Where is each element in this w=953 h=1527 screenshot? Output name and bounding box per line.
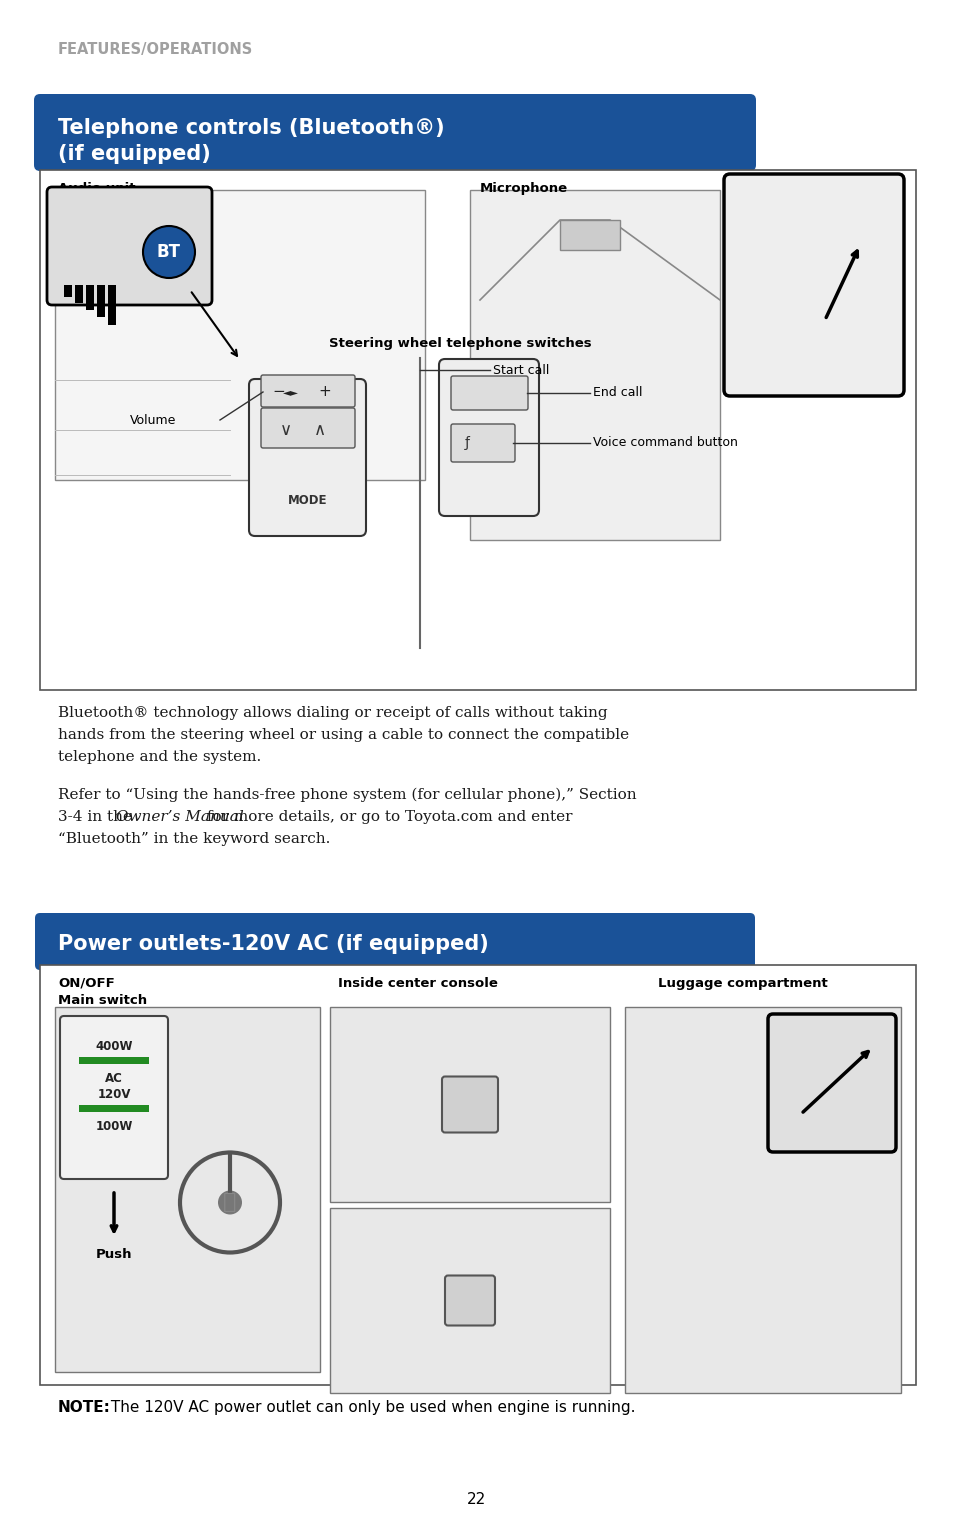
Text: Bluetooth® technology allows dialing or receipt of calls without taking: Bluetooth® technology allows dialing or … xyxy=(58,705,607,721)
Bar xyxy=(64,286,71,296)
FancyBboxPatch shape xyxy=(47,186,212,305)
FancyBboxPatch shape xyxy=(60,1015,168,1179)
FancyBboxPatch shape xyxy=(451,376,527,411)
Text: Microphone: Microphone xyxy=(479,182,568,195)
Text: NOTE:: NOTE: xyxy=(58,1400,111,1416)
Bar xyxy=(559,220,619,250)
Text: Start call: Start call xyxy=(493,363,549,377)
Text: Voice command button: Voice command button xyxy=(593,437,737,449)
Bar xyxy=(470,189,720,541)
Text: 100W: 100W xyxy=(95,1119,132,1133)
FancyBboxPatch shape xyxy=(261,376,355,408)
Bar xyxy=(86,286,94,310)
Text: FEATURES/OPERATIONS: FEATURES/OPERATIONS xyxy=(58,43,253,56)
Text: 400W: 400W xyxy=(95,1040,132,1054)
FancyBboxPatch shape xyxy=(451,425,515,463)
Text: Power outlets-120V AC (if equipped): Power outlets-120V AC (if equipped) xyxy=(58,935,488,954)
FancyBboxPatch shape xyxy=(249,379,366,536)
Bar xyxy=(40,965,915,1385)
Text: (if equipped): (if equipped) xyxy=(58,144,211,163)
Text: ∨: ∨ xyxy=(279,421,292,438)
Text: “Bluetooth” in the keyword search.: “Bluetooth” in the keyword search. xyxy=(58,832,330,846)
Text: Luggage compartment: Luggage compartment xyxy=(658,977,827,989)
Circle shape xyxy=(218,1191,242,1214)
Bar xyxy=(79,1106,149,1112)
Text: Refer to “Using the hands-free phone system (for cellular phone),” Section: Refer to “Using the hands-free phone sys… xyxy=(58,788,636,802)
Text: ∧: ∧ xyxy=(314,421,326,438)
Text: Push: Push xyxy=(95,1248,132,1261)
FancyBboxPatch shape xyxy=(723,174,903,395)
Text: BT: BT xyxy=(157,243,181,261)
Bar xyxy=(330,1006,609,1202)
Bar xyxy=(97,286,105,318)
Text: Steering wheel telephone switches: Steering wheel telephone switches xyxy=(329,337,591,350)
Bar xyxy=(330,1208,609,1393)
Text: for more details, or go to Toyota.com and enter: for more details, or go to Toyota.com an… xyxy=(202,809,572,825)
Text: −: − xyxy=(272,385,284,400)
FancyBboxPatch shape xyxy=(767,1014,895,1151)
Bar xyxy=(55,1006,319,1371)
Text: 120V: 120V xyxy=(97,1089,131,1101)
Text: ƒ: ƒ xyxy=(464,437,470,450)
Bar xyxy=(75,286,83,302)
Text: 3-4 in the: 3-4 in the xyxy=(58,809,136,825)
Bar xyxy=(108,286,116,325)
FancyBboxPatch shape xyxy=(441,1077,497,1133)
Text: ON/OFF
Main switch: ON/OFF Main switch xyxy=(58,977,147,1006)
Bar xyxy=(40,169,915,690)
Bar xyxy=(624,1006,900,1393)
FancyBboxPatch shape xyxy=(34,95,755,171)
Text: Ⓣ: Ⓣ xyxy=(223,1193,236,1212)
Text: Audio unit: Audio unit xyxy=(58,182,135,195)
FancyBboxPatch shape xyxy=(35,913,754,970)
Text: 22: 22 xyxy=(467,1492,486,1507)
Text: Inside center console: Inside center console xyxy=(337,977,497,989)
FancyBboxPatch shape xyxy=(261,408,355,447)
Text: The 120V AC power outlet can only be used when engine is running.: The 120V AC power outlet can only be use… xyxy=(106,1400,635,1416)
Text: Telephone controls (Bluetooth®): Telephone controls (Bluetooth®) xyxy=(58,118,444,137)
Text: ◄►: ◄► xyxy=(283,386,298,397)
Bar xyxy=(55,189,424,479)
Text: hands from the steering wheel or using a cable to connect the compatible: hands from the steering wheel or using a… xyxy=(58,728,628,742)
Text: MODE: MODE xyxy=(288,493,328,507)
FancyBboxPatch shape xyxy=(438,359,538,516)
FancyBboxPatch shape xyxy=(444,1275,495,1325)
Circle shape xyxy=(143,226,194,278)
Text: Volume: Volume xyxy=(130,414,176,426)
Text: Owner’s Manual: Owner’s Manual xyxy=(116,809,244,825)
Text: telephone and the system.: telephone and the system. xyxy=(58,750,261,764)
Text: +: + xyxy=(317,385,331,400)
Bar xyxy=(79,1057,149,1064)
Text: End call: End call xyxy=(593,386,641,400)
Text: AC: AC xyxy=(105,1072,123,1086)
